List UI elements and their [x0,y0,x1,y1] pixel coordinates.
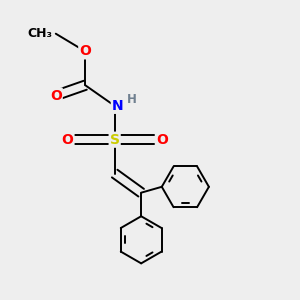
Text: H: H [127,93,137,106]
Text: CH₃: CH₃ [28,27,53,40]
Text: O: O [156,133,168,147]
Text: O: O [50,88,62,103]
Text: O: O [61,133,74,147]
Text: N: N [112,99,123,113]
Text: O: O [79,44,91,58]
Text: S: S [110,133,120,147]
